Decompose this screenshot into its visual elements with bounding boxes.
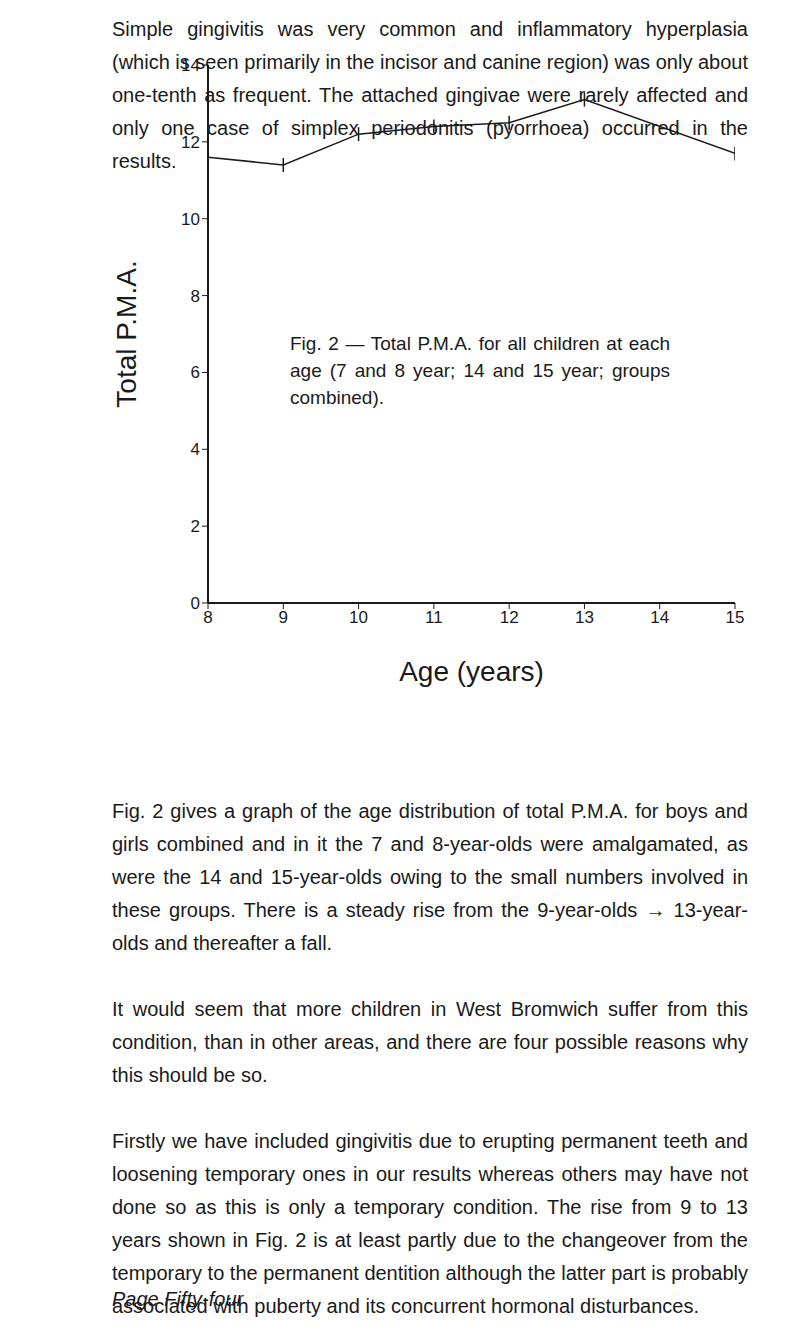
- svg-text:6: 6: [191, 363, 200, 382]
- svg-text:13: 13: [575, 608, 594, 627]
- svg-text:9: 9: [279, 608, 288, 627]
- svg-text:11: 11: [425, 608, 443, 627]
- svg-text:12: 12: [181, 133, 200, 152]
- svg-text:15: 15: [726, 608, 745, 627]
- svg-text:10: 10: [181, 210, 200, 229]
- svg-text:2: 2: [191, 517, 200, 536]
- svg-text:14: 14: [650, 608, 669, 627]
- svg-text:0: 0: [191, 594, 200, 613]
- svg-text:4: 4: [191, 440, 200, 459]
- svg-text:Age (years): Age (years): [399, 656, 544, 687]
- svg-text:14: 14: [181, 56, 200, 75]
- svg-text:8: 8: [191, 287, 200, 306]
- svg-text:10: 10: [349, 608, 368, 627]
- svg-text:12: 12: [500, 608, 519, 627]
- svg-text:8: 8: [203, 608, 212, 627]
- svg-text:Total P.M.A.: Total P.M.A.: [111, 260, 142, 407]
